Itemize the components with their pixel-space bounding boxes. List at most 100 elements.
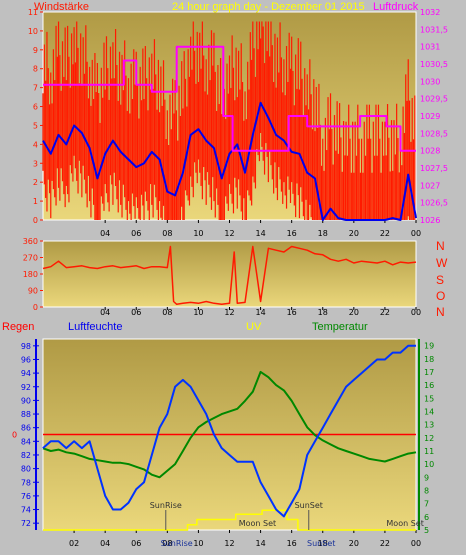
sunrise-bottom-label: SunRise <box>161 539 193 548</box>
rain-y-tick-0: 0 <box>12 431 17 440</box>
wind-y-tick-11: 11 <box>28 8 38 17</box>
humidity-y-tick-6: 84 <box>21 437 31 446</box>
wind-y-tick-3: 3 <box>33 159 38 168</box>
humidity-x-tick-10: 22 <box>380 539 390 548</box>
wind-y-tick-7: 7 <box>33 84 38 93</box>
direction-y-tick-3: 270 <box>23 254 38 263</box>
wind-x-tick-2: 08 <box>162 229 172 238</box>
wind-x-tick-4: 12 <box>224 229 234 238</box>
pressure-y-tick-0: 1026 <box>420 216 440 225</box>
sunset-label: SunSet <box>295 501 323 510</box>
temperature-y-tick-10: 15 <box>424 394 434 403</box>
compass-s: S <box>436 273 445 287</box>
wind-x-tick-5: 14 <box>255 229 265 238</box>
wind-pressure-chart: 04 06 08 10 12 14 16 18 20 22 00012345678910111026… <box>28 8 448 238</box>
direction-x-tick-3: 10 <box>193 308 203 317</box>
wind-x-tick-9: 22 <box>380 229 390 238</box>
temperature-y-tick-5: 10 <box>424 460 434 469</box>
wind-y-tick-0: 0 <box>33 216 38 225</box>
humidity-y-tick-2: 76 <box>21 492 31 501</box>
humidity-x-tick-8: 18 <box>318 539 328 548</box>
wind-y-tick-5: 5 <box>33 121 38 130</box>
pressure-y-tick-9: 1030,5 <box>420 60 448 69</box>
pressure-y-tick-11: 1031,5 <box>420 25 448 34</box>
temperature-y-tick-13: 18 <box>424 355 434 364</box>
temperature-y-tick-9: 14 <box>424 407 434 416</box>
direction-x-tick-1: 06 <box>131 308 141 317</box>
wind-x-tick-8: 20 <box>349 229 359 238</box>
humidity-x-tick-3: 08 <box>162 539 172 548</box>
wind-x-tick-3: 10 <box>193 229 203 238</box>
wind-y-tick-8: 8 <box>33 65 38 74</box>
humidity-y-tick-13: 98 <box>21 342 31 351</box>
compass-w: W <box>436 256 448 270</box>
humidity-y-tick-7: 86 <box>21 424 31 433</box>
humidity-line <box>42 344 416 518</box>
humidity-x-tick-6: 14 <box>255 539 265 548</box>
compass-n-bottom: N <box>436 305 445 319</box>
direction-y-tick-1: 90 <box>28 287 38 296</box>
temperature-y-tick-11: 16 <box>424 381 434 390</box>
wind-y-tick-9: 9 <box>33 46 38 55</box>
wind-y-tick-6: 6 <box>33 103 38 112</box>
humidity-x-tick-5: 12 <box>224 539 234 548</box>
humidity-axis-title: Luftfeuchte <box>68 321 123 333</box>
humidity-y-tick-5: 82 <box>21 451 31 460</box>
wind-speed-line <box>42 101 417 221</box>
wind-y-tick-1: 1 <box>33 197 38 206</box>
humidity-x-tick-0: 02 <box>69 539 79 548</box>
pressure-y-tick-3: 1027,5 <box>420 164 448 173</box>
temperature-y-tick-1: 6 <box>424 513 429 522</box>
wind-y-tick-2: 2 <box>33 178 38 187</box>
rain-axis-title: Regen <box>2 321 35 333</box>
wind-y-tick-4: 4 <box>33 140 38 149</box>
direction-y-tick-4: 360 <box>23 237 38 246</box>
uv-axis-title: UV <box>246 321 262 333</box>
temperature-y-tick-6: 11 <box>424 447 434 456</box>
wind-y-tick-10: 10 <box>28 27 38 36</box>
pressure-axis-title: Luftdruck <box>373 1 419 13</box>
temperature-y-tick-0: 5 <box>424 526 429 535</box>
humidity-y-tick-3: 78 <box>21 478 31 487</box>
direction-x-tick-7: 18 <box>318 308 328 317</box>
wind-x-tick-7: 18 <box>318 229 328 238</box>
direction-x-tick-10: 00 <box>411 308 421 317</box>
direction-y-tick-0: 0 <box>33 303 38 312</box>
humidity-temperature-chart: 02 04 06 08 10 12 14 16 18 20 22 007274767880828486… <box>12 338 434 548</box>
humidity-y-tick-4: 80 <box>21 465 31 474</box>
pressure-y-tick-12: 1032 <box>420 8 440 17</box>
temperature-y-tick-14: 19 <box>424 342 434 351</box>
humidity-y-tick-8: 88 <box>21 410 31 419</box>
temperature-axis-title: Temperatur <box>312 321 368 333</box>
humidity-x-tick-11: 00 <box>411 539 421 548</box>
humidity-y-tick-11: 94 <box>21 369 31 378</box>
direction-x-tick-9: 22 <box>380 308 390 317</box>
compass-n-top: N <box>436 239 445 253</box>
direction-x-tick-4: 12 <box>224 308 234 317</box>
humidity-x-tick-4: 10 <box>193 539 203 548</box>
pressure-y-tick-5: 1028,5 <box>420 129 448 138</box>
temperature-y-tick-2: 7 <box>424 500 429 509</box>
humidity-x-tick-9: 20 <box>349 539 359 548</box>
pressure-y-tick-7: 1029,5 <box>420 95 448 104</box>
sunset-bottom-label: SunSet <box>307 539 335 548</box>
wind-x-tick-1: 06 <box>131 229 141 238</box>
pressure-y-tick-8: 1030 <box>420 77 440 86</box>
direction-x-tick-5: 14 <box>255 308 265 317</box>
compass-o: O <box>436 289 446 303</box>
temperature-line <box>42 370 417 479</box>
direction-x-tick-6: 16 <box>287 308 297 317</box>
temperature-y-tick-4: 9 <box>424 473 429 482</box>
humidity-y-tick-10: 92 <box>21 383 31 392</box>
pressure-line <box>43 45 416 152</box>
pressure-y-tick-6: 1029 <box>420 112 440 121</box>
direction-x-tick-8: 20 <box>349 308 359 317</box>
chart-title: 24 hour graph day - Dezember 01 2015 <box>172 1 365 13</box>
moonset-label-2: Moon Set <box>386 519 423 528</box>
humidity-y-tick-9: 90 <box>21 396 31 405</box>
direction-x-tick-0: 04 <box>100 308 110 317</box>
direction-x-tick-2: 08 <box>162 308 172 317</box>
pressure-y-tick-1: 1026,5 <box>420 199 448 208</box>
moonset-label-1: Moon Set <box>239 519 276 528</box>
humidity-y-tick-1: 74 <box>21 506 31 515</box>
